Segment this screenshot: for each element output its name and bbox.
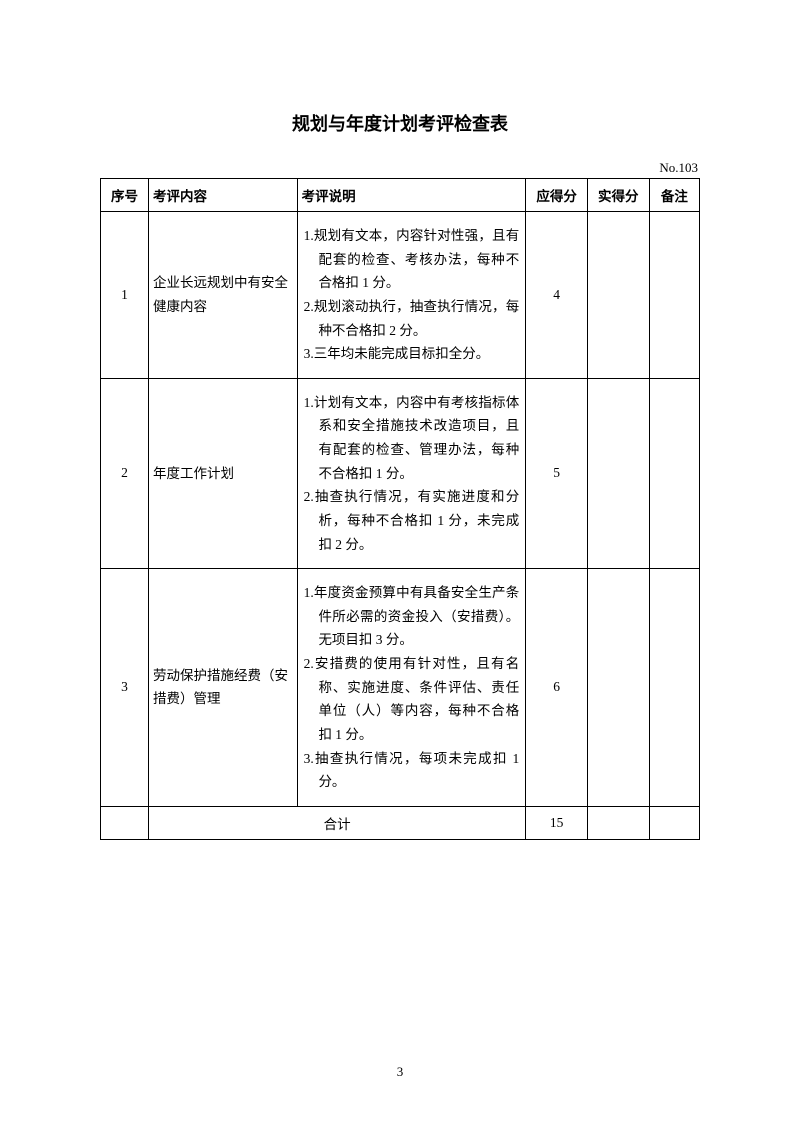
row-index: 2 [101, 378, 149, 568]
desc-item: 2.规划滚动执行，抽查执行情况，每种不合格扣 2 分。 [304, 295, 520, 342]
desc-item: 1.计划有文本，内容中有考核指标体系和安全措施技术改造项目，且有配套的检查、管理… [304, 391, 520, 486]
row-actual-score [587, 212, 649, 379]
total-note [649, 806, 699, 839]
row-max-score: 4 [526, 212, 588, 379]
table-row: 3劳动保护措施经费（安措费）管理1.年度资金预算中有具备安全生产条件所必需的资金… [101, 569, 700, 807]
desc-item: 1.规划有文本，内容针对性强，且有配套的检查、考核办法，每种不合格扣 1 分。 [304, 224, 520, 295]
table-row: 2年度工作计划1.计划有文本，内容中有考核指标体系和安全措施技术改造项目，且有配… [101, 378, 700, 568]
document-number: No.103 [100, 160, 700, 176]
row-content: 企业长远规划中有安全健康内容 [149, 212, 298, 379]
row-index: 1 [101, 212, 149, 379]
table-header-row: 序号 考评内容 考评说明 应得分 实得分 备注 [101, 179, 700, 212]
row-actual-score [587, 378, 649, 568]
desc-item: 2.抽查执行情况，有实施进度和分析，每种不合格扣 1 分，未完成扣 2 分。 [304, 485, 520, 556]
col-header-max: 应得分 [526, 179, 588, 212]
row-content: 年度工作计划 [149, 378, 298, 568]
desc-item: 3.三年均未能完成目标扣全分。 [304, 342, 520, 366]
row-note [649, 569, 699, 807]
row-content: 劳动保护措施经费（安措费）管理 [149, 569, 298, 807]
desc-item: 3.抽查执行情况，每项未完成扣 1 分。 [304, 747, 520, 794]
table-body: 1企业长远规划中有安全健康内容1.规划有文本，内容针对性强，且有配套的检查、考核… [101, 212, 700, 807]
col-header-desc: 考评说明 [297, 179, 526, 212]
total-label: 合计 [149, 806, 526, 839]
col-header-actual: 实得分 [587, 179, 649, 212]
row-note [649, 378, 699, 568]
page-title: 规划与年度计划考评检查表 [100, 110, 700, 136]
row-desc: 1.年度资金预算中有具备安全生产条件所必需的资金投入（安措费）。无项目扣 3 分… [297, 569, 526, 807]
total-idx-cell [101, 806, 149, 839]
total-actual [587, 806, 649, 839]
desc-item: 2.安措费的使用有针对性，且有名称、实施进度、条件评估、责任单位（人）等内容，每… [304, 652, 520, 747]
col-header-note: 备注 [649, 179, 699, 212]
page-number: 3 [0, 1064, 800, 1080]
total-max: 15 [526, 806, 588, 839]
evaluation-table: 序号 考评内容 考评说明 应得分 实得分 备注 1企业长远规划中有安全健康内容1… [100, 178, 700, 840]
desc-item: 1.年度资金预算中有具备安全生产条件所必需的资金投入（安措费）。无项目扣 3 分… [304, 581, 520, 652]
row-note [649, 212, 699, 379]
row-max-score: 6 [526, 569, 588, 807]
row-max-score: 5 [526, 378, 588, 568]
row-index: 3 [101, 569, 149, 807]
table-row: 1企业长远规划中有安全健康内容1.规划有文本，内容针对性强，且有配套的检查、考核… [101, 212, 700, 379]
total-row: 合计 15 [101, 806, 700, 839]
col-header-index: 序号 [101, 179, 149, 212]
col-header-content: 考评内容 [149, 179, 298, 212]
row-desc: 1.规划有文本，内容针对性强，且有配套的检查、考核办法，每种不合格扣 1 分。2… [297, 212, 526, 379]
row-actual-score [587, 569, 649, 807]
row-desc: 1.计划有文本，内容中有考核指标体系和安全措施技术改造项目，且有配套的检查、管理… [297, 378, 526, 568]
